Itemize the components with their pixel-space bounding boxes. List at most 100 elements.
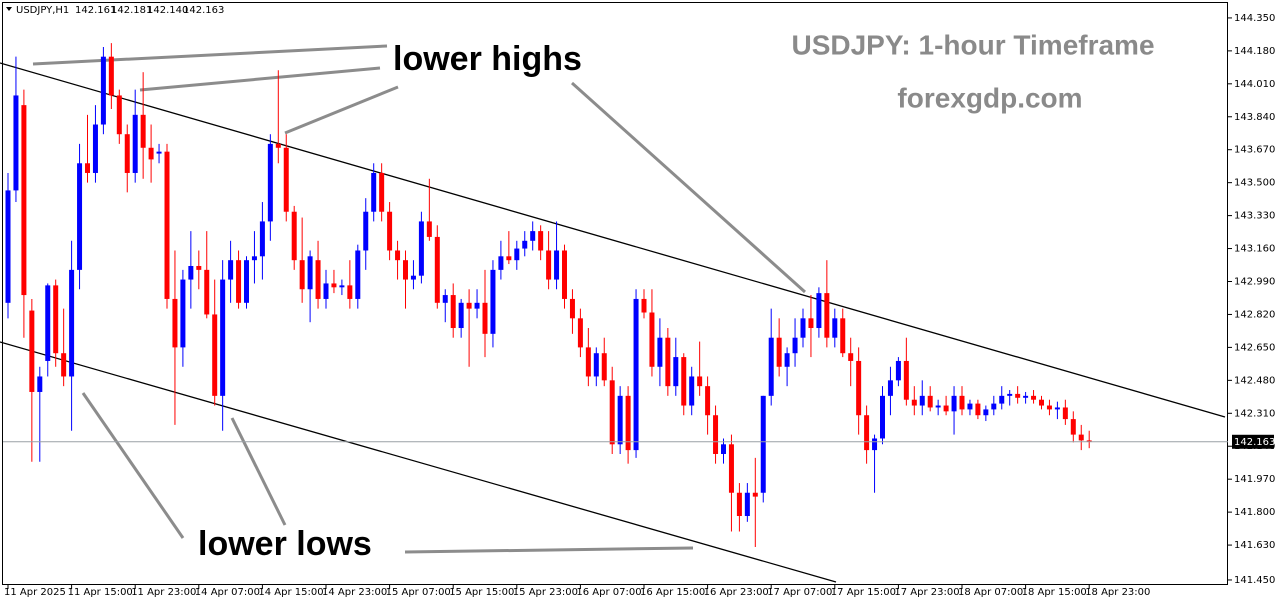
candle-body [856,360,862,416]
chart-title: USDJPY: 1-hour Timeframe [791,29,1154,60]
candle-body [657,337,663,367]
candle-body [1015,393,1021,398]
candle-body [132,114,138,173]
candle-body [609,380,615,445]
candle-body [959,395,965,410]
candle-body [490,269,496,334]
candle-body [593,353,599,377]
candle-body [1078,434,1084,441]
candle-body [776,337,782,367]
candle-body [760,395,766,493]
y-tick-label: 144.350 [1234,13,1275,24]
candle-body [1023,395,1029,398]
quote-value: 142.140 [147,5,188,16]
candle-body [92,124,98,173]
pointer-line [284,85,399,135]
candle-body [617,395,623,445]
candle-body [1046,405,1052,410]
y-tick-label: 142.650 [1234,342,1275,353]
candle-body [681,357,687,406]
candle-body [275,143,281,148]
x-tick-label: 11 Apr 15:00 [68,587,133,598]
y-tick-label: 144.180 [1234,46,1275,57]
candle-body [848,353,854,361]
candle-body [355,250,361,299]
candle-body [983,409,989,416]
candle-body [482,302,488,334]
pointer-line [570,81,807,294]
candle-body [196,265,202,270]
candle-body [434,236,440,303]
x-tick-label: 14 Apr 15:00 [258,587,323,598]
candle-body [880,395,885,439]
candle-body [975,403,981,416]
candle-body [426,221,432,237]
candle-body [450,295,456,329]
candle-body [840,318,846,354]
candle-body [506,256,512,261]
candle-body [124,134,130,173]
y-tick-label: 142.480 [1234,375,1275,386]
y-tick-label: 142.310 [1234,408,1275,419]
candle-body [251,256,257,261]
candle-body [697,376,703,387]
candle-body [395,250,401,261]
candle-body [53,285,59,354]
y-tick-label: 141.800 [1234,507,1275,518]
candle-body [45,285,51,361]
candle-body [403,260,408,280]
candle-body [363,211,369,251]
y-tick-label: 143.670 [1234,145,1275,156]
candle-body [244,260,249,303]
candle-body [116,95,122,135]
candle-body [895,360,901,381]
candle-body [172,298,178,348]
candle-body [442,295,448,303]
candle-body [554,250,560,280]
candle-body [744,492,750,517]
candle-body [951,395,957,412]
candle-body [29,310,35,392]
candle-body [864,415,870,451]
candle-body [188,265,194,280]
candle-body [530,231,536,241]
candle-body [625,395,631,451]
candle-body [85,163,90,173]
candle-body [204,269,210,315]
candle-body [466,302,472,309]
candle-body [752,492,758,497]
candle-body [13,95,19,191]
y-tick-label: 142.820 [1234,309,1275,320]
candle-body [641,298,647,313]
y-tick-label: 141.450 [1234,575,1275,586]
candle-body [538,231,544,251]
candle-body [562,250,567,299]
candle-body [1007,393,1013,396]
candle-body [991,403,997,410]
candle-body [824,293,830,338]
candle-body [315,260,321,299]
candle-body [410,275,416,280]
candle-body [1039,399,1044,406]
y-tick-label: 141.630 [1234,540,1275,551]
candle-body [387,211,393,251]
candle-body [673,357,679,387]
candle-body [887,380,893,396]
candle-body [259,221,265,257]
candle-body [736,492,742,517]
y-tick-label: 141.970 [1234,474,1275,485]
candle-body [585,347,591,377]
candle-body [943,405,949,412]
candle-body [5,190,11,303]
candle-body [307,256,313,290]
x-tick-label: 17 Apr 15:00 [831,587,896,598]
pointer-line [32,44,388,66]
candle-body [816,293,822,329]
candle-body [148,147,154,160]
candle-body [1062,407,1068,420]
last-price-label: 142.163 [1234,437,1275,448]
candle-body [1054,407,1060,410]
x-tick-label: 18 Apr 15:00 [1022,587,1087,598]
annotation: lower lows [198,525,372,563]
